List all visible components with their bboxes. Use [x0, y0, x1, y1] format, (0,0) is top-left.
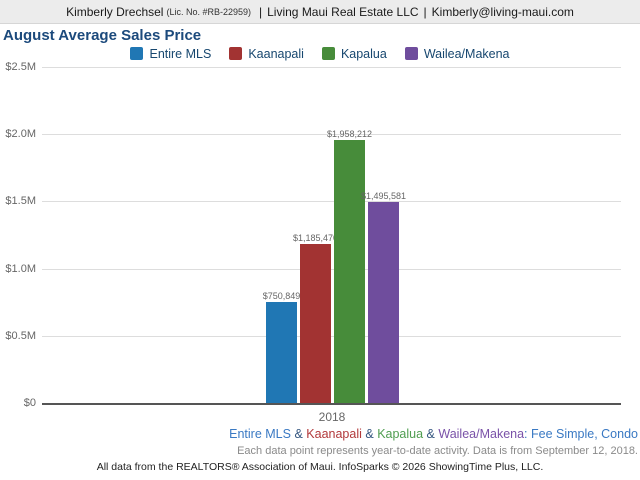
legend-label: Wailea/Makena — [423, 46, 510, 61]
y-axis-tick-label: $0 — [23, 397, 36, 409]
gridline — [42, 268, 621, 270]
legend-item-kaanapali[interactable]: Kaanapali — [229, 47, 304, 61]
filter-caption-part: & — [423, 427, 439, 441]
broker-license: (Lic. No. #RB-22959) — [166, 6, 251, 17]
gridline — [42, 335, 621, 337]
y-axis-tick-label: $2.5M — [5, 61, 36, 73]
data-note: Each data point represents year-to-date … — [237, 445, 638, 457]
bar-value-label: $750,849 — [262, 291, 301, 302]
gridline — [42, 67, 621, 68]
legend-swatch-entire-mls-icon — [130, 47, 144, 60]
separator: | — [259, 4, 263, 19]
legend-label: Kaanapali — [248, 46, 304, 61]
filter-caption-part: Entire MLS — [229, 427, 291, 441]
legend-label: Entire MLS — [149, 46, 212, 61]
broker-name: Kimberly Drechsel — [66, 4, 164, 19]
filter-caption-part: Kapalua — [377, 427, 424, 441]
filter-caption-part: & — [290, 427, 307, 441]
bar-entire-mls[interactable]: $750,849 — [263, 291, 300, 403]
y-axis-tick-label: $0.5M — [5, 329, 36, 342]
legend-item-kapalua[interactable]: Kapalua — [321, 46, 387, 61]
y-axis-tick-label: $1.5M — [5, 195, 36, 208]
bar-value-label: $1,958,212 — [326, 128, 373, 139]
y-axis-tick-label: $2.0M — [5, 128, 36, 141]
legend-swatch-kapalua-icon — [321, 47, 335, 60]
legend-label: Kapalua — [340, 46, 387, 61]
legend-swatch-wailea-makena-icon — [404, 47, 418, 60]
legend-swatch-kaanapali-icon — [229, 47, 243, 60]
broker-email: Kimberly@living-maui.com — [431, 4, 574, 19]
legend-item-wailea-makena[interactable]: Wailea/Makena — [404, 46, 510, 61]
filter-caption: Entire MLS & Kaanapali & Kapalua & Waile… — [229, 427, 638, 441]
filter-caption-part: & — [361, 427, 378, 441]
filter-caption-part: : Fee Simple, Condo — [524, 427, 638, 441]
bar-value-label: $1,495,581 — [360, 191, 407, 201]
legend-item-entire-mls[interactable]: Entire MLS — [130, 47, 211, 61]
bar-wailea-makena[interactable]: $1,495,581 — [361, 191, 406, 403]
broker-company: Living Maui Real Estate LLC — [267, 4, 419, 19]
gridline — [42, 134, 621, 136]
broker-header-bar: Kimberly Drechsel (Lic. No. #RB-22959) |… — [0, 0, 640, 24]
x-axis-label: 2018 — [318, 410, 346, 424]
plot-area: $2.5M $2.0M $1.5M $1.0M $0.5M $0 $750,84… — [5, 61, 621, 409]
gridline — [42, 201, 621, 203]
y-axis-tick-label: $1.0M — [5, 262, 36, 275]
filter-caption-part: Wailea/Makena — [438, 427, 525, 441]
bar-value-label: $1,185,470 — [292, 232, 339, 243]
filter-caption-part: Kaanapali — [306, 427, 362, 441]
bar-kapalua[interactable]: $1,958,212 — [327, 129, 372, 403]
separator: | — [423, 4, 427, 19]
chart-legend: Entire MLS Kaanapali Kapalua Wailea/Make… — [0, 45, 640, 62]
bar-kaanapali[interactable]: $1,185,470 — [293, 233, 338, 403]
chart-title: August Average Sales Price — [3, 27, 202, 44]
attribution-footer: All data from the REALTORS® Association … — [96, 461, 544, 473]
